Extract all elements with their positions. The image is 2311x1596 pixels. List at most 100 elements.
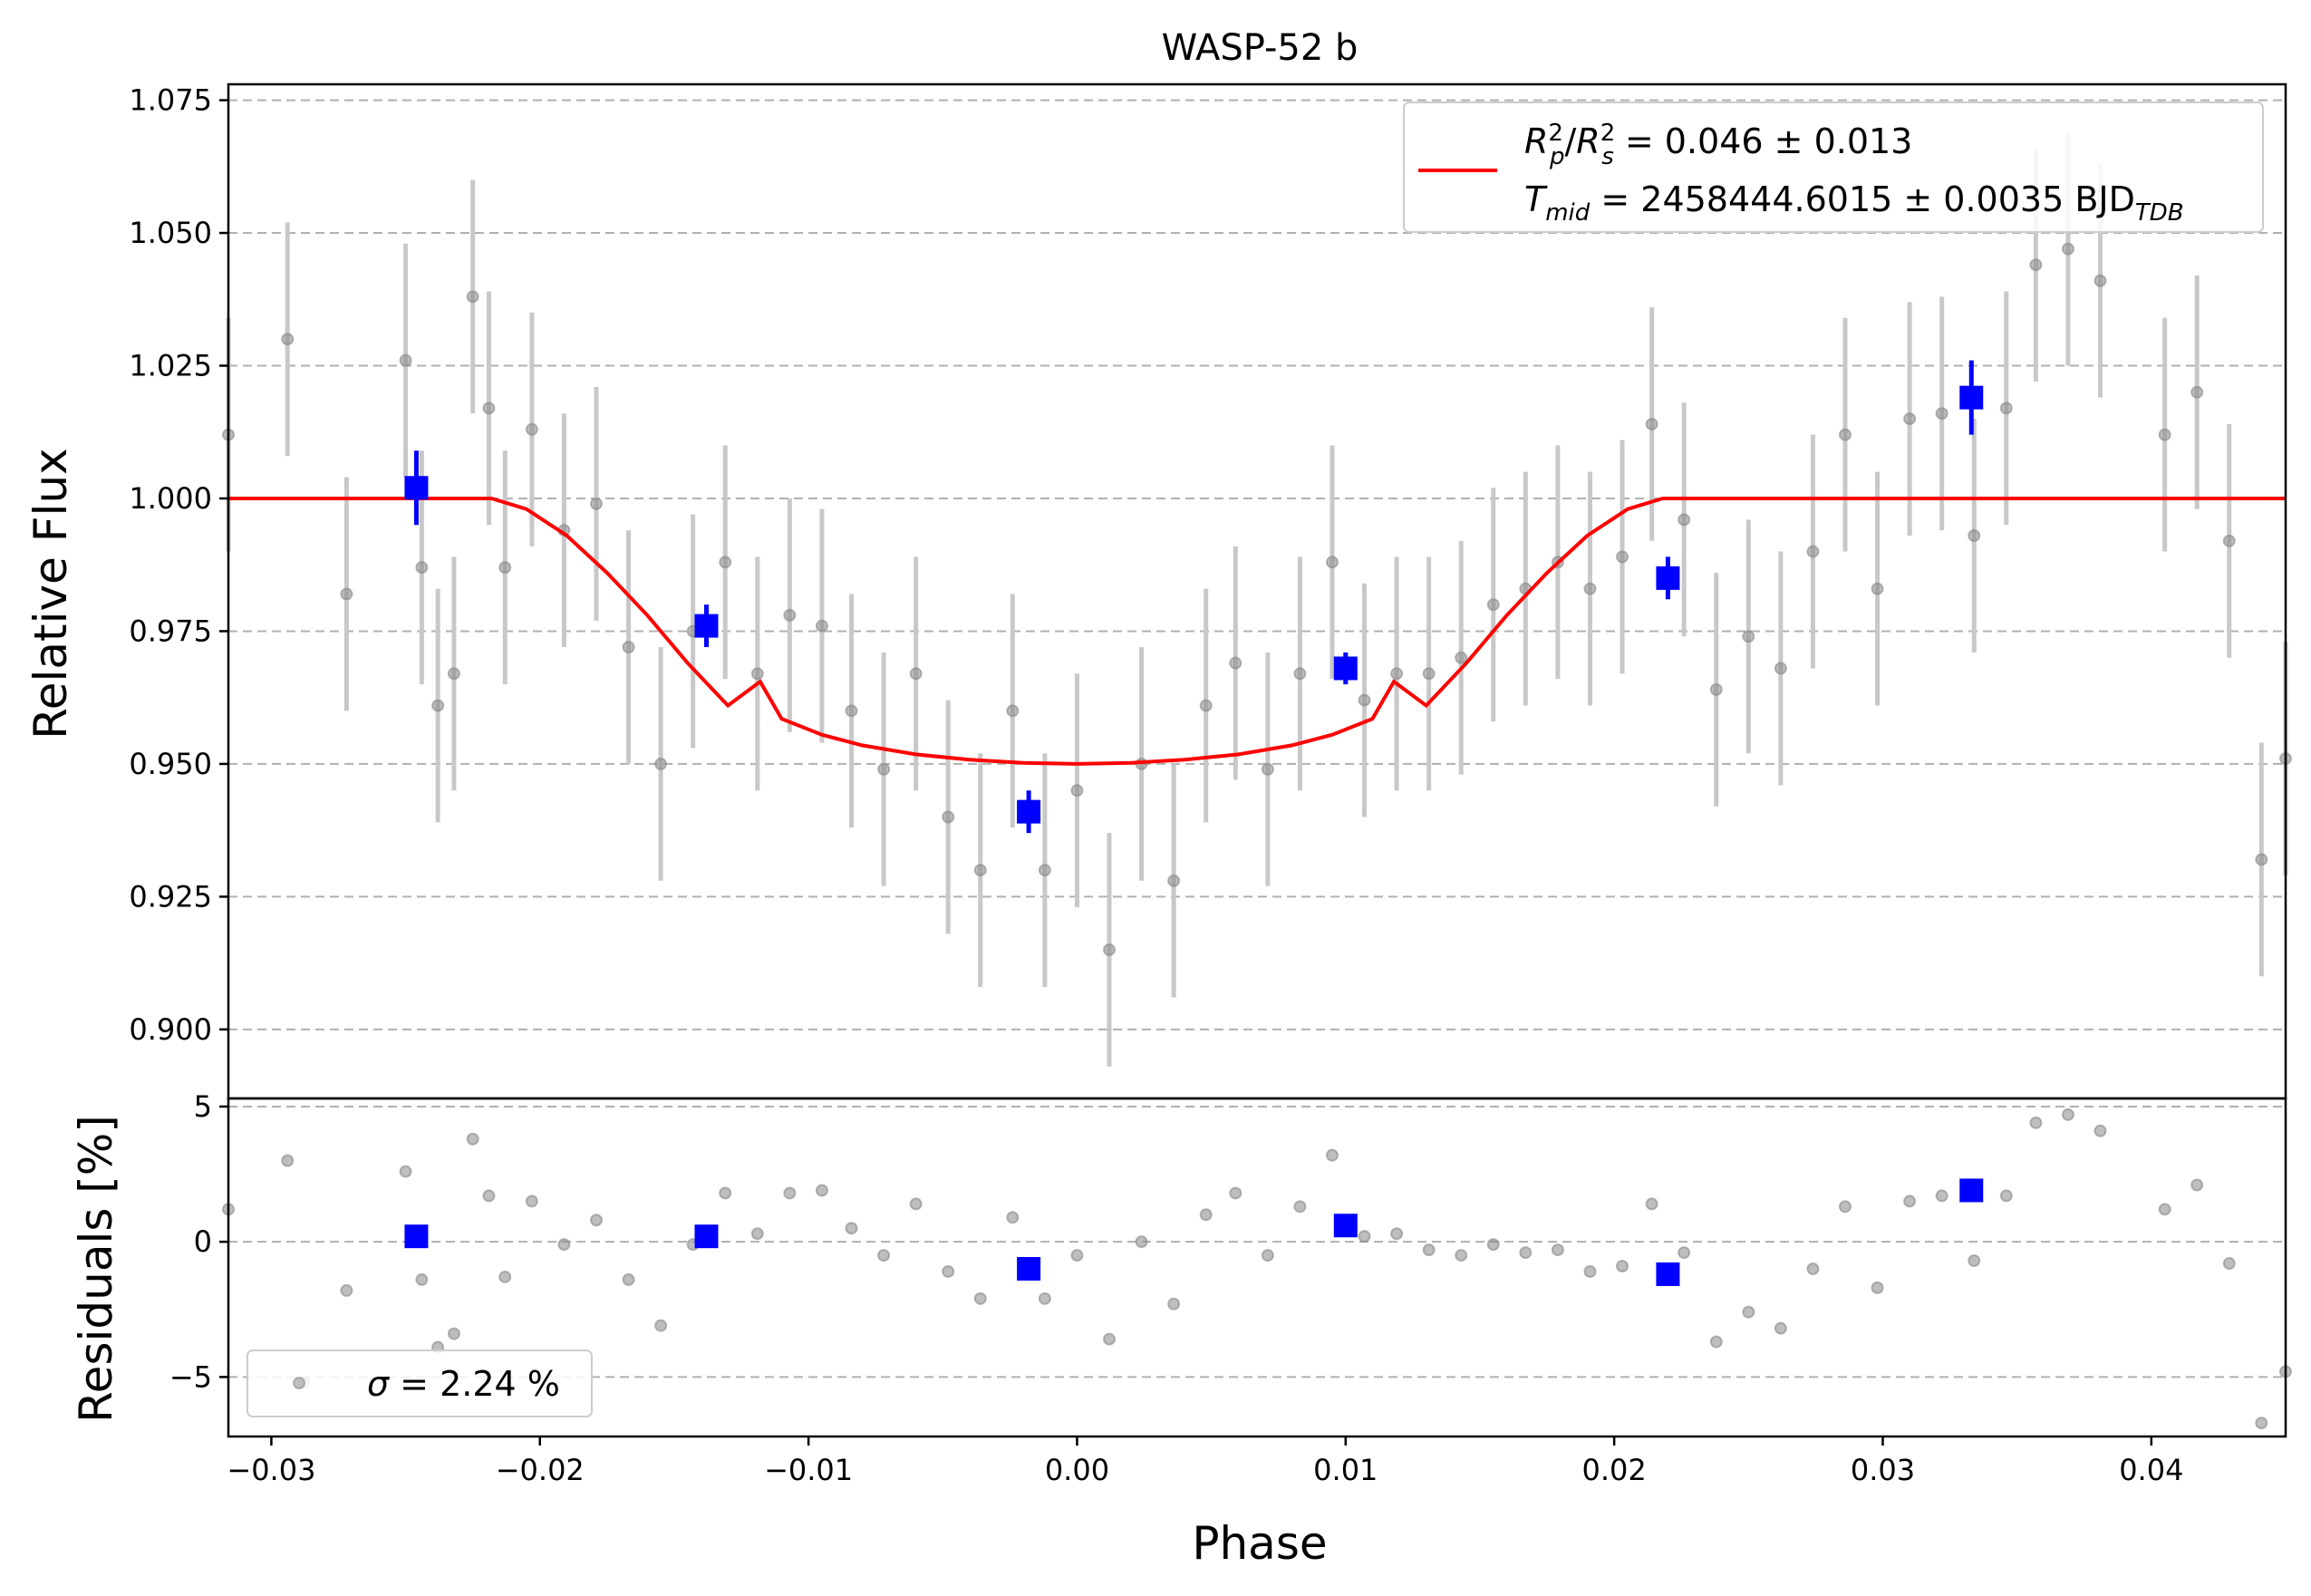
residuals-panel: −5 0 5 σ = 2.24 % [169, 1089, 2292, 1438]
raw-data-point [2255, 853, 2268, 866]
residual-binned-point [1333, 1214, 1358, 1238]
residual-raw-point [1999, 1189, 2013, 1203]
residual-raw-point [2255, 1417, 2268, 1430]
residual-raw-point [1678, 1246, 1691, 1260]
raw-data-point [1742, 630, 1755, 643]
x-tick-label: −0.01 [764, 1453, 853, 1487]
residual-raw-point [1006, 1211, 1020, 1224]
raw-data-point [431, 699, 445, 712]
residual-raw-point [1070, 1249, 1084, 1262]
raw-data-point [1455, 651, 1468, 664]
residual-raw-point [2190, 1178, 2204, 1192]
residual-raw-point [1742, 1305, 1755, 1319]
legend-tmid-value: = 2458444.6015 ± 0.0035 BJD [1590, 179, 2135, 219]
raw-data-point [1616, 550, 1629, 564]
residual-raw-point [750, 1227, 764, 1241]
raw-data-point [654, 757, 668, 770]
residual-raw-point [340, 1283, 353, 1297]
residual-raw-point [1135, 1235, 1148, 1249]
main-binned-points [404, 360, 1984, 834]
legend-depth-value: = 0.046 ± 0.013 [1614, 121, 1913, 161]
raw-data-point [1103, 943, 1117, 956]
transit-model-curve [228, 497, 2286, 766]
residual-raw-point [1645, 1197, 1658, 1211]
residual-raw-point [1422, 1243, 1436, 1257]
binned-data-point [1333, 656, 1358, 681]
residual-legend-text: σ = 2.24 % [367, 1364, 560, 1404]
residual-binned-point [1017, 1256, 1041, 1281]
legend-radius-ratio: R2 p/R2 s = 0.046 ± 0.013 [1524, 120, 1912, 170]
residual-raw-point [1486, 1238, 1500, 1252]
legend-rp: R [1524, 121, 1548, 161]
legend-slash: / [1564, 121, 1576, 161]
raw-data-point [2029, 258, 2043, 272]
residual-raw-point [622, 1272, 635, 1286]
raw-data-point [1935, 407, 1948, 421]
residual-raw-point [1968, 1254, 1981, 1268]
residual-gridlines [228, 1105, 2286, 1378]
main-y-tick-label: 0.925 [129, 879, 212, 914]
raw-data-point [942, 810, 955, 824]
raw-data-point [589, 497, 603, 510]
residual-raw-point [482, 1189, 496, 1203]
raw-data-point [1645, 417, 1658, 430]
residual-raw-point [1103, 1332, 1117, 1346]
main-y-tick-label: 0.950 [129, 747, 212, 781]
residual-binned-point [694, 1224, 719, 1249]
residual-raw-point [2061, 1108, 2074, 1121]
residual-legend-marker [293, 1377, 305, 1389]
raw-data-point [1358, 693, 1371, 707]
residual-raw-point [1519, 1246, 1533, 1260]
residual-raw-point [1551, 1243, 1564, 1257]
raw-data-point [399, 353, 412, 367]
main-raw-points [222, 131, 2292, 1067]
raw-data-point [1229, 656, 1243, 670]
legend-tdb-sub: TDB [2135, 199, 2184, 227]
residual-binned-point [1656, 1262, 1680, 1286]
legend-rp-sup: 2 [1548, 120, 1563, 147]
x-tick-label: 0.04 [2119, 1453, 2183, 1487]
residual-raw-point [719, 1186, 732, 1200]
residual-legend: σ = 2.24 % [247, 1349, 593, 1417]
raw-data-point [909, 667, 923, 681]
residual-axes-frame [227, 1097, 2287, 1438]
residual-raw-point [589, 1214, 603, 1227]
main-y-tick-label: 1.025 [129, 349, 212, 383]
raw-data-point [1871, 582, 1884, 595]
x-tick-label: 0.02 [1582, 1453, 1647, 1487]
raw-data-point [877, 762, 891, 776]
raw-data-point [1903, 412, 1917, 426]
raw-data-point [415, 561, 429, 575]
raw-data-point [1390, 667, 1404, 681]
y-axis-label-residuals: Residuals [%] [70, 1115, 122, 1423]
raw-data-point [1006, 704, 1020, 718]
residual-raw-point [1358, 1230, 1371, 1243]
legend-box [1403, 102, 2264, 233]
raw-data-point [973, 864, 987, 877]
residual-raw-point [783, 1186, 797, 1200]
main-y-tick-label: 0.975 [129, 614, 212, 648]
raw-data-point [1678, 513, 1691, 527]
raw-data-point [1774, 662, 1787, 675]
y-axis-label-main: Relative Flux [24, 448, 77, 739]
residual-binned-points [404, 1178, 1984, 1286]
residual-legend-box [247, 1349, 593, 1417]
residual-raw-point [973, 1291, 987, 1305]
residual-raw-point [2029, 1116, 2043, 1129]
residual-raw-point [498, 1270, 512, 1283]
raw-data-point [281, 333, 295, 346]
raw-data-point [622, 641, 635, 654]
residual-raw-point [1935, 1189, 1948, 1203]
raw-data-point [1583, 582, 1597, 595]
residual-y-tick-label: 0 [194, 1224, 212, 1259]
raw-data-point [1293, 667, 1307, 681]
legend-mid-time: Tmid = 2458444.6015 ± 0.0035 BJDTDB [1524, 179, 2184, 227]
residual-raw-point [654, 1319, 668, 1332]
residual-raw-point [466, 1132, 479, 1146]
residual-y-tick-label: 5 [194, 1089, 212, 1124]
raw-data-point [1709, 682, 1723, 696]
residual-raw-point [1616, 1260, 1629, 1273]
residual-raw-point [415, 1272, 429, 1286]
residual-y-tick-label: −5 [169, 1359, 212, 1394]
